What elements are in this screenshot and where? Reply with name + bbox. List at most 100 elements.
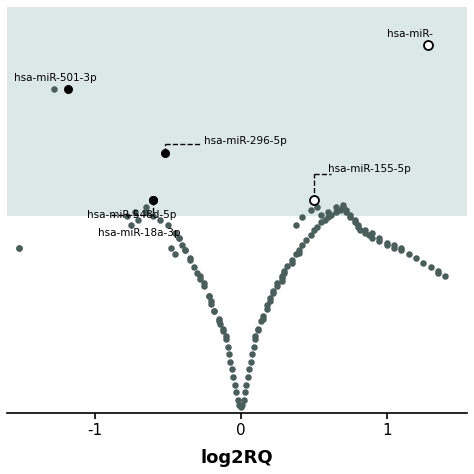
Point bbox=[161, 149, 168, 156]
Point bbox=[241, 389, 249, 396]
Point bbox=[302, 237, 310, 244]
Point bbox=[342, 209, 350, 216]
Point bbox=[310, 196, 318, 203]
Point bbox=[215, 318, 222, 325]
Point bbox=[263, 301, 271, 309]
Point bbox=[259, 315, 266, 322]
Point bbox=[307, 206, 315, 213]
Point bbox=[224, 343, 231, 350]
Point bbox=[50, 85, 57, 93]
Point bbox=[441, 272, 449, 280]
Point bbox=[257, 318, 265, 325]
Point bbox=[255, 325, 262, 333]
Point bbox=[205, 292, 212, 300]
Point bbox=[222, 335, 230, 343]
Point bbox=[390, 241, 398, 249]
Point bbox=[346, 214, 354, 221]
Point bbox=[310, 226, 318, 234]
Point bbox=[252, 333, 259, 340]
Point bbox=[227, 358, 234, 365]
Point bbox=[222, 333, 230, 340]
Point bbox=[354, 224, 361, 231]
Point bbox=[167, 244, 174, 252]
Point bbox=[234, 396, 242, 404]
Point bbox=[15, 244, 22, 252]
Point bbox=[182, 246, 189, 254]
Point bbox=[149, 196, 157, 203]
Bar bbox=[7, 7, 467, 216]
Point bbox=[171, 229, 179, 237]
Point bbox=[427, 263, 434, 271]
Point bbox=[252, 335, 259, 343]
Point bbox=[135, 216, 142, 224]
Point bbox=[405, 250, 412, 258]
Point bbox=[123, 212, 130, 220]
Point bbox=[310, 196, 318, 203]
Point bbox=[361, 229, 369, 237]
Text: hsa-miR-: hsa-miR- bbox=[387, 28, 433, 38]
Point bbox=[142, 203, 149, 211]
Point bbox=[398, 246, 405, 254]
Point bbox=[128, 221, 135, 229]
Point bbox=[186, 254, 193, 262]
Point bbox=[368, 234, 376, 241]
Point bbox=[219, 328, 227, 335]
Point bbox=[346, 211, 354, 219]
Point bbox=[255, 327, 262, 334]
Point bbox=[244, 373, 252, 381]
Point bbox=[232, 389, 240, 396]
Point bbox=[325, 214, 332, 221]
Point bbox=[398, 244, 405, 252]
Point bbox=[196, 276, 203, 283]
Point bbox=[156, 216, 164, 224]
Point bbox=[273, 282, 281, 290]
Point bbox=[201, 280, 208, 287]
Point bbox=[149, 196, 157, 203]
X-axis label: log2RQ: log2RQ bbox=[201, 449, 273, 467]
Point bbox=[292, 221, 300, 229]
Point bbox=[196, 272, 203, 280]
Point bbox=[368, 229, 376, 237]
Point bbox=[325, 209, 332, 216]
Point bbox=[246, 365, 253, 373]
Point bbox=[171, 250, 179, 258]
Text: hsa-miR-155-5p: hsa-miR-155-5p bbox=[328, 164, 411, 174]
Point bbox=[215, 315, 222, 322]
Text: hsa-miR-548d-5p: hsa-miR-548d-5p bbox=[87, 210, 177, 220]
Point bbox=[132, 209, 139, 216]
Point bbox=[313, 203, 320, 211]
Point bbox=[149, 212, 157, 220]
Point bbox=[243, 381, 250, 388]
Point bbox=[210, 307, 218, 315]
Point bbox=[339, 203, 346, 211]
Point bbox=[236, 401, 243, 409]
Point bbox=[383, 239, 391, 246]
Point bbox=[205, 292, 212, 300]
Point bbox=[190, 263, 198, 271]
Point bbox=[175, 234, 183, 241]
Point bbox=[161, 149, 168, 156]
Point bbox=[356, 226, 364, 234]
Point bbox=[175, 234, 183, 241]
Point bbox=[321, 216, 329, 224]
Point bbox=[288, 256, 296, 264]
Point bbox=[229, 373, 237, 381]
Point bbox=[419, 259, 427, 267]
Point bbox=[259, 312, 266, 320]
Point bbox=[328, 211, 335, 219]
Point bbox=[351, 219, 358, 226]
Point bbox=[342, 206, 350, 213]
Point bbox=[298, 241, 306, 249]
Point bbox=[424, 41, 431, 49]
Point bbox=[201, 282, 208, 290]
Point bbox=[240, 396, 247, 404]
Point bbox=[278, 272, 285, 280]
Point bbox=[182, 246, 189, 254]
Point bbox=[64, 85, 72, 93]
Point bbox=[307, 231, 315, 239]
Point bbox=[281, 269, 288, 277]
Point bbox=[231, 381, 238, 388]
Point bbox=[263, 305, 271, 312]
Text: hsa-miR-296-5p: hsa-miR-296-5p bbox=[204, 137, 287, 146]
Point bbox=[298, 214, 306, 221]
